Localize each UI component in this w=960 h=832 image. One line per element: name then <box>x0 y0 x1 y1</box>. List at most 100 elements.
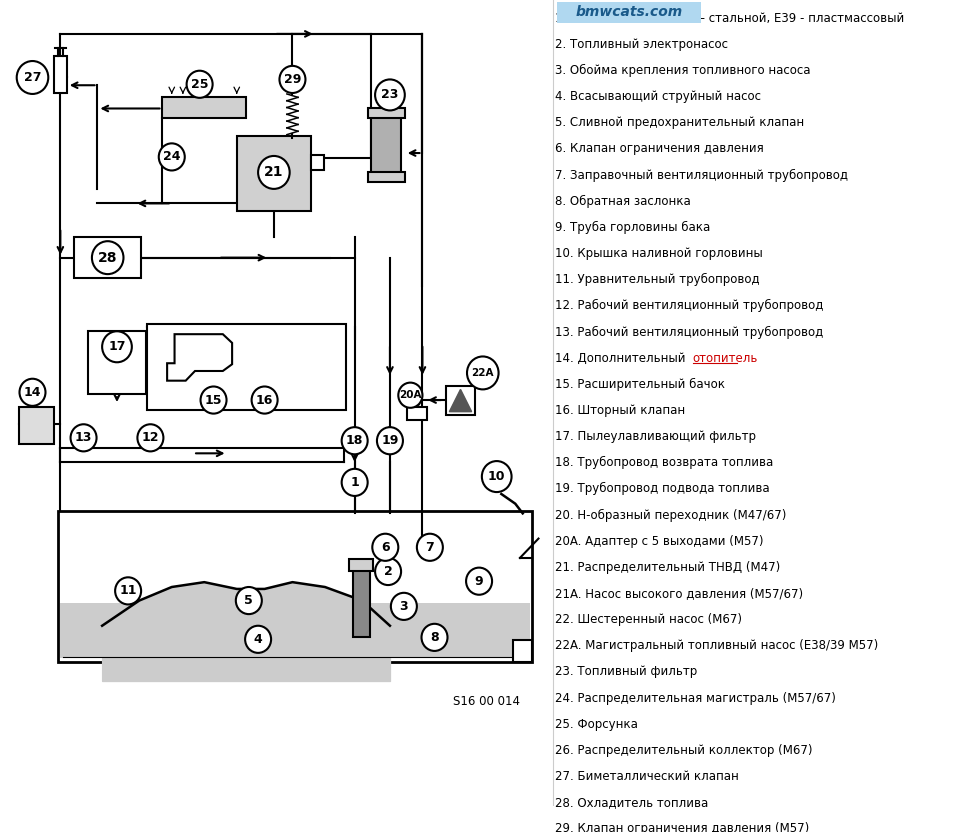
Text: 14: 14 <box>24 386 41 399</box>
Text: 19. Трубопровод подвода топлива: 19. Трубопровод подвода топлива <box>555 483 770 496</box>
Text: 3: 3 <box>399 600 408 613</box>
Text: 17. Пылеулавливающий фильтр: 17. Пылеулавливающий фильтр <box>555 430 756 443</box>
Text: 18. Трубопровод возврата топлива: 18. Трубопровод возврата топлива <box>555 456 774 469</box>
Text: 10. Крышка наливной горловины: 10. Крышка наливной горловины <box>555 247 763 260</box>
Text: 7: 7 <box>425 541 434 554</box>
Text: S16 00 014: S16 00 014 <box>453 696 520 709</box>
Bar <box>88 331 146 394</box>
Text: 29: 29 <box>284 73 301 86</box>
Text: 6: 6 <box>381 541 390 554</box>
Text: 5. Сливной предохранительный клапан: 5. Сливной предохранительный клапан <box>555 116 804 129</box>
Text: 1. Топливный бак (Е38 – стальной, Е39 - пластмассовый: 1. Топливный бак (Е38 – стальной, Е39 - … <box>555 12 904 25</box>
Text: 29. Клапан ограничения давления (М57): 29. Клапан ограничения давления (М57) <box>555 822 809 832</box>
Text: 7. Заправочный вентиляционный трубопровод: 7. Заправочный вентиляционный трубопрово… <box>555 169 849 181</box>
Text: 5: 5 <box>245 594 253 607</box>
Bar <box>18 407 54 443</box>
Bar <box>162 97 246 118</box>
Text: 15: 15 <box>204 394 223 407</box>
Text: 16: 16 <box>256 394 274 407</box>
Circle shape <box>377 427 403 454</box>
Text: 24: 24 <box>163 151 180 163</box>
Text: 22. Шестеренный насос (М67): 22. Шестеренный насос (М67) <box>555 613 742 626</box>
Circle shape <box>417 533 443 561</box>
Text: 27: 27 <box>24 71 41 84</box>
Bar <box>368 108 405 118</box>
Text: 10: 10 <box>488 470 506 483</box>
Text: 18: 18 <box>346 434 363 448</box>
Text: 6. Клапан ограничения давления: 6. Клапан ограничения давления <box>555 142 764 156</box>
Circle shape <box>92 241 124 274</box>
Text: 21A. Насос высокого давления (М57/67): 21A. Насос высокого давления (М57/67) <box>555 587 804 600</box>
Bar <box>60 603 530 658</box>
Bar <box>59 512 532 661</box>
Text: 21: 21 <box>264 166 283 180</box>
Text: 1: 1 <box>350 476 359 489</box>
Text: 3. Обойма крепления топливного насоса: 3. Обойма крепления топливного насоса <box>555 64 810 77</box>
Circle shape <box>482 461 512 492</box>
Text: 25. Форсунка: 25. Форсунка <box>555 718 638 730</box>
Bar <box>349 559 373 571</box>
Text: 25: 25 <box>191 77 208 91</box>
Circle shape <box>375 558 401 585</box>
Bar <box>54 57 67 93</box>
Text: 28. Охладитель топлива: 28. Охладитель топлива <box>555 796 708 810</box>
Text: 2. Топливный электронасос: 2. Топливный электронасос <box>555 37 729 51</box>
Circle shape <box>186 71 212 98</box>
Circle shape <box>201 387 227 414</box>
Text: 23. Топливный фильтр: 23. Топливный фильтр <box>555 666 698 678</box>
Text: 15. Расширительный бачок: 15. Расширительный бачок <box>555 378 725 391</box>
Bar <box>74 237 141 278</box>
FancyBboxPatch shape <box>557 2 701 23</box>
Text: 8. Обратная заслонка: 8. Обратная заслонка <box>555 195 691 208</box>
Text: 27. Биметаллический клапан: 27. Биметаллический клапан <box>555 770 739 783</box>
Circle shape <box>372 533 398 561</box>
Bar <box>368 172 405 182</box>
Text: 17: 17 <box>108 340 126 354</box>
Circle shape <box>421 624 447 651</box>
Text: 21. Распределительный ТНВД (М47): 21. Распределительный ТНВД (М47) <box>555 561 780 574</box>
Text: 9: 9 <box>475 575 484 587</box>
Circle shape <box>342 468 368 496</box>
Text: 23: 23 <box>381 88 398 102</box>
Text: 12. Рабочий вентиляционный трубопровод: 12. Рабочий вентиляционный трубопровод <box>555 300 824 312</box>
Bar <box>147 324 347 409</box>
Text: 22A: 22A <box>471 368 494 378</box>
Circle shape <box>279 66 305 93</box>
Circle shape <box>115 577 141 604</box>
Polygon shape <box>167 334 232 381</box>
Text: bmwcats.com: bmwcats.com <box>576 5 684 19</box>
Text: 4: 4 <box>253 633 262 646</box>
Text: 22A. Магистральный топливный насос (Е38/39 М57): 22A. Магистральный топливный насос (Е38/… <box>555 639 878 652</box>
Text: 4. Всасывающий струйный насос: 4. Всасывающий струйный насос <box>555 90 761 103</box>
Circle shape <box>252 387 277 414</box>
Text: 11: 11 <box>119 584 137 597</box>
Text: 8: 8 <box>430 631 439 644</box>
Text: 2: 2 <box>384 565 393 578</box>
Circle shape <box>467 356 498 389</box>
Circle shape <box>137 424 163 452</box>
Text: отопитель: отопитель <box>692 352 758 364</box>
Text: 20A. Адаптер с 5 выходами (М57): 20A. Адаптер с 5 выходами (М57) <box>555 535 764 547</box>
Circle shape <box>102 331 132 362</box>
Bar <box>514 641 532 661</box>
Circle shape <box>236 587 262 614</box>
Circle shape <box>375 79 405 111</box>
Text: 13: 13 <box>75 431 92 444</box>
Bar <box>237 136 311 211</box>
Text: 19: 19 <box>381 434 398 448</box>
Text: 24. Распределительная магистраль (М57/67): 24. Распределительная магистраль (М57/67… <box>555 691 836 705</box>
Bar <box>407 407 427 420</box>
Text: 26. Распределительный коллектор (М67): 26. Распределительный коллектор (М67) <box>555 744 813 757</box>
Bar <box>353 565 370 637</box>
Circle shape <box>466 567 492 595</box>
Text: 20A: 20A <box>399 390 421 400</box>
Circle shape <box>398 383 422 408</box>
Bar <box>445 385 475 414</box>
Text: 28: 28 <box>98 250 117 265</box>
Circle shape <box>158 143 184 171</box>
Text: 16. Шторный клапан: 16. Шторный клапан <box>555 404 685 417</box>
Circle shape <box>245 626 271 653</box>
Text: 9. Труба горловины бака: 9. Труба горловины бака <box>555 220 710 234</box>
Text: 14. Дополнительный: 14. Дополнительный <box>555 352 689 364</box>
Circle shape <box>19 379 45 406</box>
